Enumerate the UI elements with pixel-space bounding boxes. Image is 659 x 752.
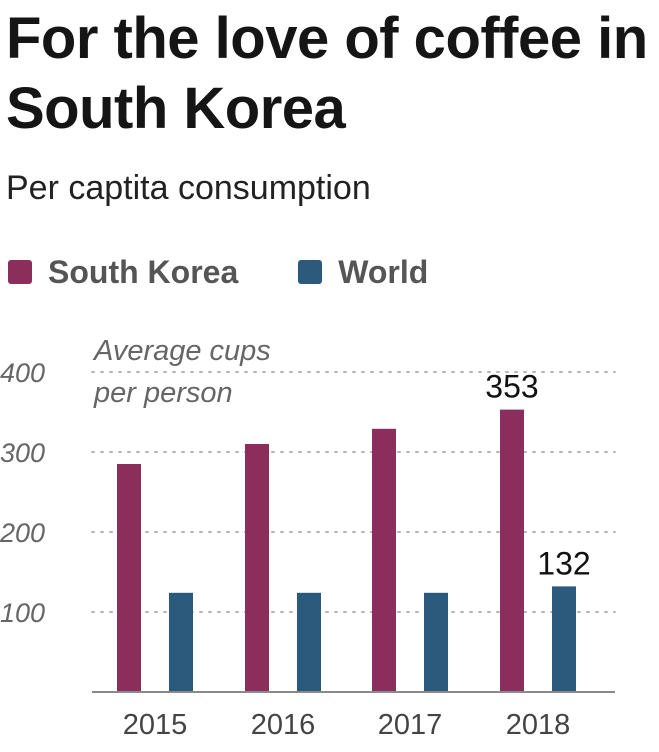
bar-world-2018 <box>552 586 576 692</box>
bar-south-korea-2017 <box>372 428 396 692</box>
bar-world-2017 <box>424 592 448 692</box>
legend-label-world: World <box>338 253 429 290</box>
legend-item-south-korea: South Korea <box>8 254 238 291</box>
data-label-world-2018: 132 <box>537 545 590 581</box>
y-axis-label-line-2: per person <box>93 377 233 409</box>
legend-label-south-korea: South Korea <box>48 253 239 290</box>
y-tick-label-100: 100 <box>0 598 45 628</box>
y-tick-label-300: 300 <box>0 438 45 468</box>
bar-south-korea-2018 <box>500 409 524 692</box>
legend-swatch-world <box>298 260 323 284</box>
x-tick-label-2015: 2015 <box>123 709 188 741</box>
x-tick-label-2018: 2018 <box>506 709 571 741</box>
chart-subtitle: Per captita consumption <box>6 169 371 207</box>
bar-chart: 100 200 300 400 Average cups per person 2015 20… <box>0 335 616 741</box>
x-tick-label-2016: 2016 <box>251 709 316 741</box>
bar-world-2016 <box>297 592 321 692</box>
y-tick-label-200: 200 <box>0 518 45 548</box>
y-axis-label-line-1: Average cups <box>92 335 271 367</box>
bar-world-2015 <box>169 592 193 692</box>
bar-south-korea-2016 <box>245 444 269 692</box>
legend: South Korea World <box>8 250 488 294</box>
bar-south-korea-2015 <box>117 464 141 692</box>
data-label-south-korea-2018: 353 <box>485 369 538 405</box>
legend-item-world: World <box>298 254 428 291</box>
legend-swatch-south-korea <box>8 260 32 284</box>
y-tick-label-400: 400 <box>0 358 45 388</box>
chart-title: For the love of coffee in South Korea <box>6 6 648 141</box>
x-tick-label-2017: 2017 <box>378 709 443 741</box>
